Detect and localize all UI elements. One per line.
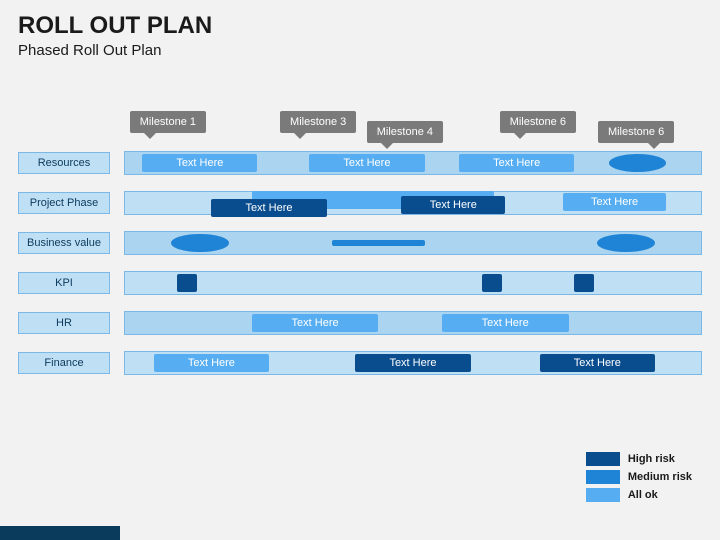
row-track: Text Here Text Here Text Here	[124, 151, 702, 175]
row-label: KPI	[18, 272, 110, 294]
row-label: Business value	[18, 232, 110, 254]
gantt-item: Text Here	[142, 154, 257, 172]
legend-swatch	[586, 470, 620, 484]
milestone-callout: Milestone 6	[500, 111, 576, 133]
gantt-item	[171, 234, 229, 252]
gantt-item: Text Here	[540, 354, 655, 372]
gantt-chart: Milestone 1 Milestone 3 Milestone 4 Milesto…	[18, 111, 702, 375]
gantt-item: Text Here	[355, 354, 470, 372]
gantt-item: Text Here	[563, 193, 667, 211]
row-label: Project Phase	[18, 192, 110, 214]
milestone-callouts: Milestone 1 Milestone 3 Milestone 4 Milesto…	[18, 111, 702, 151]
milestone-callout: Milestone 6	[598, 121, 674, 143]
gantt-item: Text Here	[154, 354, 269, 372]
row-label: Resources	[18, 152, 110, 174]
gantt-row: KPI	[18, 271, 702, 295]
gantt-item: Text Here	[459, 154, 574, 172]
legend-swatch	[586, 488, 620, 502]
milestone-callout: Milestone 4	[367, 121, 443, 143]
gantt-item	[332, 240, 424, 246]
row-track	[124, 271, 702, 295]
row-track: Text Here Text Here	[124, 311, 702, 335]
gantt-row: Resources Text Here Text Here Text Here	[18, 151, 702, 175]
gantt-item	[597, 234, 655, 252]
footer-accent-bar	[0, 526, 120, 540]
gantt-item	[177, 274, 197, 292]
gantt-item: Text Here	[442, 314, 569, 332]
legend-row: High risk	[586, 452, 692, 466]
row-label: Finance	[18, 352, 110, 374]
milestone-callout: Milestone 1	[130, 111, 206, 133]
legend-swatch	[586, 452, 620, 466]
row-track	[124, 231, 702, 255]
legend-row: All ok	[586, 488, 692, 502]
gantt-rows: ResourcesText HereText HereText HereProj…	[18, 151, 702, 375]
legend-label: All ok	[628, 489, 658, 501]
milestone-callout: Milestone 3	[280, 111, 356, 133]
gantt-item: Text Here	[401, 196, 505, 214]
row-label: HR	[18, 312, 110, 334]
gantt-row: Business value	[18, 231, 702, 255]
gantt-item	[482, 274, 502, 292]
gantt-row: Finance Text Here Text Here Text Here	[18, 351, 702, 375]
legend-row: Medium risk	[586, 470, 692, 484]
legend-label: Medium risk	[628, 471, 692, 483]
legend: High risk Medium risk All ok	[586, 452, 692, 506]
gantt-item	[609, 154, 667, 172]
header: ROLL OUT PLAN Phased Roll Out Plan	[0, 0, 720, 63]
page-subtitle: Phased Roll Out Plan	[18, 42, 702, 59]
gantt-row: HR Text Here Text Here	[18, 311, 702, 335]
page-title: ROLL OUT PLAN	[18, 12, 702, 40]
gantt-item: Text Here	[211, 199, 326, 217]
gantt-item: Text Here	[252, 314, 379, 332]
row-track: Text Here Text Here Text Here	[124, 191, 702, 215]
gantt-item: Text Here	[309, 154, 424, 172]
legend-label: High risk	[628, 453, 675, 465]
gantt-item	[574, 274, 594, 292]
row-track: Text Here Text Here Text Here	[124, 351, 702, 375]
gantt-row: Project Phase Text Here Text Here Text Here	[18, 191, 702, 215]
